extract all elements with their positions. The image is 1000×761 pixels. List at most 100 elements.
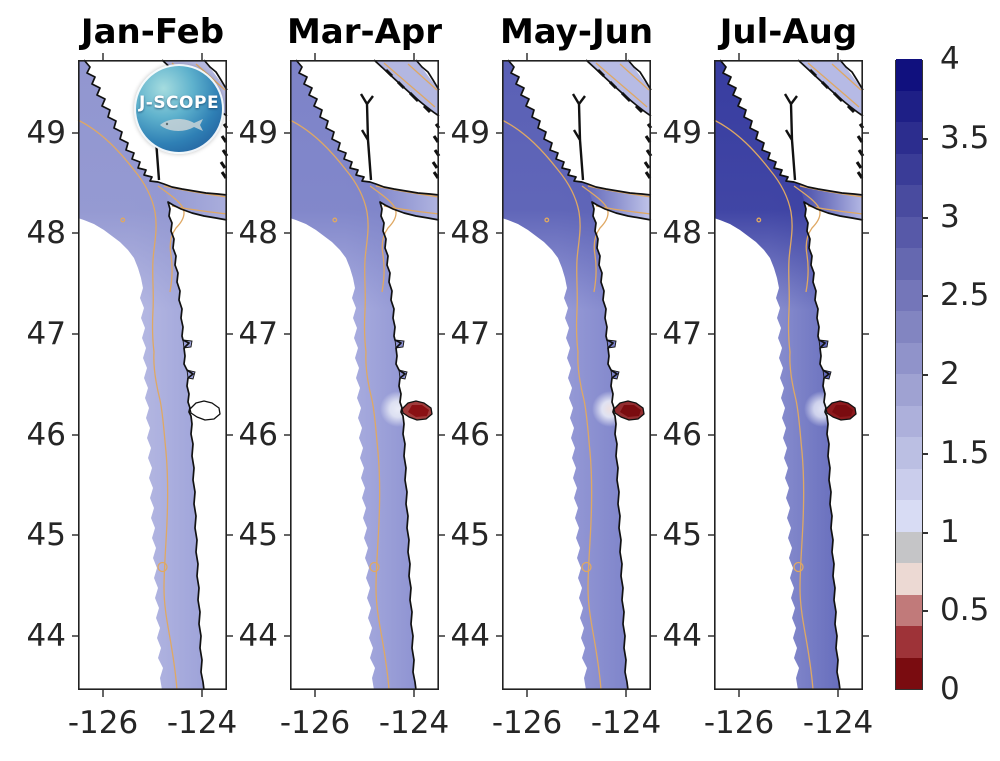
axis-ticks bbox=[72, 53, 233, 697]
colorbar-tick-label: 2.5 bbox=[940, 277, 990, 314]
axis-ticks bbox=[496, 53, 657, 697]
columbia-estuary-core bbox=[408, 405, 429, 417]
y-tick-label: 45 bbox=[26, 517, 66, 553]
x-tick-label: -126 bbox=[703, 705, 775, 741]
fish-icon bbox=[160, 119, 203, 131]
map-panel-Jan-Feb bbox=[72, 53, 233, 697]
colorbar-tick-label: 0.5 bbox=[940, 592, 990, 629]
y-tick-label: 44 bbox=[26, 618, 66, 654]
model-domain-field bbox=[78, 60, 227, 690]
model-domain-field bbox=[290, 60, 439, 690]
x-tick-label: -126 bbox=[67, 705, 139, 741]
y-tick-label: 47 bbox=[662, 316, 702, 352]
axis-frame bbox=[290, 60, 439, 691]
colorbar-segment bbox=[896, 247, 922, 280]
colorbar-segment bbox=[896, 499, 922, 532]
y-tick-label: 44 bbox=[238, 618, 278, 654]
colorbar-tick bbox=[922, 137, 928, 140]
y-tick-label: 48 bbox=[238, 215, 278, 251]
colorbar-segment bbox=[896, 468, 922, 500]
panel-title-Jan-Feb: Jan-Feb bbox=[80, 12, 225, 52]
y-tick-label: 47 bbox=[26, 316, 66, 352]
colorbar-segment bbox=[896, 184, 922, 217]
y-tick-label: 48 bbox=[26, 215, 66, 251]
colorbar-segment bbox=[896, 121, 922, 154]
y-tick-label: 44 bbox=[662, 618, 702, 654]
map-panel-Jul-Aug bbox=[708, 53, 869, 697]
colorbar-segment bbox=[896, 405, 922, 437]
colorbar-segment bbox=[896, 216, 922, 248]
colorbar-tick bbox=[922, 610, 928, 613]
colorbar-segment bbox=[896, 90, 922, 122]
colorbar-segment bbox=[896, 342, 922, 374]
y-tick-label: 48 bbox=[662, 215, 702, 251]
x-tick-label: -124 bbox=[590, 705, 662, 741]
colorbar-tick-label: 3.5 bbox=[940, 119, 990, 156]
isobath-contours bbox=[289, 62, 440, 691]
columbia-estuary-core bbox=[832, 405, 853, 417]
y-tick-label: 46 bbox=[238, 417, 278, 453]
colorbar-segment bbox=[896, 657, 922, 689]
panel-title-Jul-Aug: Jul-Aug bbox=[719, 12, 858, 52]
jscope-logo-text: J-SCOPE bbox=[138, 93, 220, 113]
y-tick-label: 47 bbox=[450, 316, 490, 352]
panel-title-Mar-Apr: Mar-Apr bbox=[286, 12, 443, 52]
panel-title-May-Jun: May-Jun bbox=[499, 12, 654, 52]
coastline bbox=[507, 59, 653, 691]
model-domain-field bbox=[502, 60, 651, 690]
y-tick-label: 46 bbox=[662, 417, 702, 453]
colorbar-segment bbox=[896, 436, 922, 469]
colorbar-tick-label: 2 bbox=[940, 356, 960, 392]
axis-ticks bbox=[708, 53, 869, 697]
columbia-estuary-core bbox=[620, 405, 641, 417]
x-tick-label: -124 bbox=[802, 705, 874, 741]
map-panel-Mar-Apr bbox=[284, 53, 445, 697]
colorbar-tick bbox=[922, 531, 928, 534]
colorbar-segment bbox=[896, 310, 922, 343]
colorbar-segment bbox=[896, 625, 922, 658]
colorbar-tick bbox=[922, 452, 928, 455]
x-tick-label: -124 bbox=[378, 705, 450, 741]
y-tick-label: 49 bbox=[450, 115, 490, 151]
colorbar-tick-label: 4 bbox=[940, 41, 960, 77]
colorbar-tick-label: 1 bbox=[940, 513, 960, 550]
colorbar-segment bbox=[896, 531, 922, 563]
colorbar bbox=[895, 58, 923, 690]
colorbar-tick-label: 3 bbox=[940, 198, 960, 235]
y-tick-label: 49 bbox=[238, 115, 278, 151]
colorbar-segment bbox=[896, 594, 922, 626]
colorbar-segment bbox=[896, 58, 922, 91]
y-tick-label: 47 bbox=[238, 316, 278, 352]
x-tick-label: -124 bbox=[166, 705, 238, 741]
colorbar-segment bbox=[896, 153, 922, 185]
y-tick-label: 46 bbox=[450, 417, 490, 453]
map-panel-May-Jun bbox=[496, 53, 657, 697]
axis-frame bbox=[714, 60, 863, 691]
coastline bbox=[295, 59, 441, 691]
colorbar-segment bbox=[896, 373, 922, 406]
y-tick-label: 49 bbox=[662, 115, 702, 151]
columbia-estuary bbox=[189, 400, 221, 421]
y-tick-label: 45 bbox=[238, 517, 278, 553]
y-tick-label: 45 bbox=[450, 517, 490, 553]
x-tick-label: -126 bbox=[279, 705, 351, 741]
colorbar-tick bbox=[922, 295, 928, 298]
x-tick-label: -126 bbox=[491, 705, 563, 741]
axis-frame bbox=[78, 60, 227, 691]
y-tick-label: 49 bbox=[26, 115, 66, 151]
y-tick-label: 45 bbox=[662, 517, 702, 553]
colorbar-tick bbox=[922, 374, 928, 376]
isobath-contours bbox=[713, 62, 864, 691]
y-tick-label: 48 bbox=[450, 215, 490, 251]
colorbar-tick-label: 0 bbox=[940, 671, 960, 707]
axis-frame bbox=[502, 60, 651, 691]
colorbar-segment bbox=[896, 279, 922, 311]
colorbar-tick-label: 1.5 bbox=[940, 434, 990, 471]
axis-ticks bbox=[284, 53, 445, 697]
jscope-logo: J-SCOPE bbox=[134, 64, 224, 154]
colorbar-segment bbox=[896, 562, 922, 595]
model-domain-field bbox=[714, 60, 863, 690]
coastline bbox=[719, 59, 865, 691]
colorbar-tick bbox=[922, 216, 928, 219]
